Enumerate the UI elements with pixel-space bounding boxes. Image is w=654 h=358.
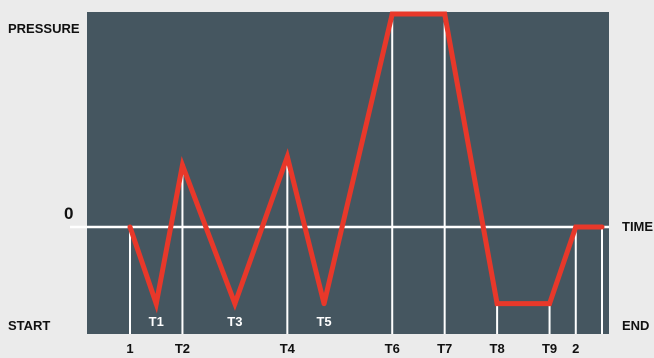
series-point-8	[494, 301, 500, 307]
series-points	[127, 11, 605, 307]
series-point-1	[153, 301, 159, 307]
x-tick-label-t8: T8	[490, 341, 505, 356]
series-point-5	[321, 301, 327, 307]
x-tick-label-1: 1	[126, 341, 133, 356]
x-tick-label-t9: T9	[542, 341, 557, 356]
x-axis-title: TIME	[622, 219, 653, 234]
x-tick-label-t7: T7	[437, 341, 452, 356]
pressure-series-line	[127, 11, 602, 314]
end-label: END	[622, 318, 649, 333]
series-point-2	[179, 162, 185, 168]
x-tick-label-t4: T4	[280, 341, 296, 356]
series-point-4	[284, 154, 290, 160]
series-point-7	[442, 11, 448, 17]
plot-area	[87, 12, 609, 334]
series-point-0	[127, 224, 133, 230]
y-axis-title: PRESSURE	[8, 21, 80, 36]
valley-label-t5: T5	[316, 314, 331, 329]
series-point-10	[573, 224, 579, 230]
series-point-6	[389, 11, 395, 17]
valley-labels: T1 T3 T5	[149, 314, 332, 329]
series-point-3	[232, 301, 238, 307]
valley-label-t3: T3	[227, 314, 242, 329]
start-label: START	[8, 318, 50, 333]
series-point-9	[547, 301, 553, 307]
x-tick-labels: 1 T2 T4 T6 T7 T8 T9 2	[126, 341, 579, 356]
vertical-gridlines	[129, 14, 603, 334]
zero-label: 0	[64, 204, 73, 223]
x-tick-label-t6: T6	[385, 341, 400, 356]
valley-label-t1: T1	[149, 314, 164, 329]
x-tick-label-t2: T2	[175, 341, 190, 356]
series-point-11	[599, 224, 605, 230]
x-tick-label-2: 2	[572, 341, 579, 356]
